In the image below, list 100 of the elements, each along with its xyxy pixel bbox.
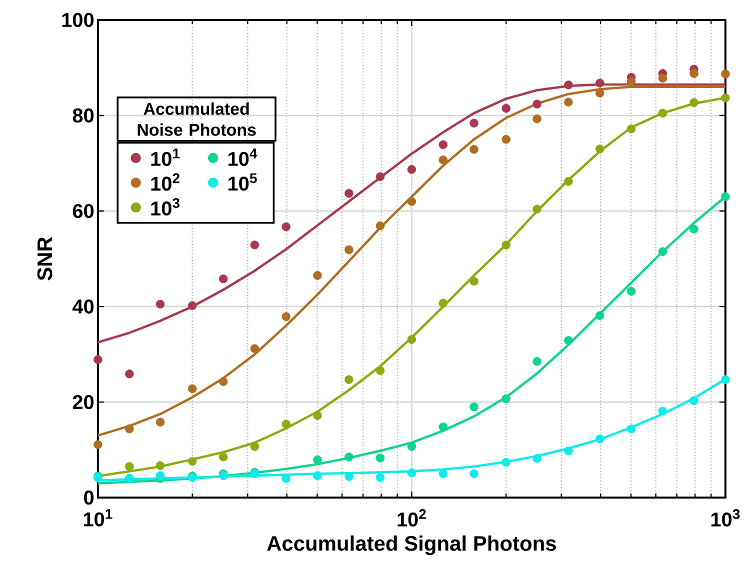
point [564, 336, 573, 346]
y-tick-label: 20 [72, 395, 94, 410]
point [376, 172, 385, 182]
point [250, 240, 260, 250]
point [564, 80, 573, 90]
point [156, 471, 165, 480]
point [94, 355, 102, 364]
point [626, 287, 636, 296]
point [564, 98, 573, 107]
x-tick-label: 10$^{3}$ [711, 509, 740, 527]
point [282, 222, 290, 232]
point [218, 452, 228, 462]
x-tick-label: 10$^{1}$ [84, 509, 112, 527]
point [564, 446, 573, 456]
point [250, 344, 260, 354]
y-tick-label: 100 [62, 13, 94, 28]
point [626, 124, 636, 134]
y-axis-title: SNR [37, 237, 52, 281]
point [595, 78, 604, 88]
point [376, 473, 385, 482]
y-tick-label: 0 [84, 490, 94, 505]
point [532, 204, 542, 214]
point [690, 98, 698, 108]
legend-label: 10$^{4}$ [228, 148, 258, 166]
legend-label: 10$^{1}$ [151, 148, 180, 166]
point [407, 165, 416, 174]
point [532, 100, 542, 109]
point [502, 135, 511, 144]
point [125, 370, 134, 379]
point [595, 144, 604, 154]
y-tick-label: 60 [72, 204, 94, 218]
point [313, 411, 322, 420]
x-tick-label: 10$^{2}$ [398, 509, 426, 527]
point [595, 434, 604, 444]
point [438, 140, 448, 150]
point [125, 462, 134, 472]
legend-title: Accumulated Noise Photons [138, 102, 256, 136]
point [407, 335, 416, 344]
point [94, 440, 102, 450]
point [344, 246, 354, 254]
point [626, 77, 636, 86]
point [721, 375, 730, 384]
point [313, 271, 322, 280]
point [438, 470, 448, 478]
point [470, 145, 478, 154]
point [658, 247, 668, 256]
point [188, 301, 197, 310]
point [595, 311, 604, 320]
point [407, 197, 416, 206]
y-tick-label: 80 [72, 108, 94, 123]
point [250, 442, 260, 452]
point [564, 177, 573, 186]
point [156, 300, 165, 309]
point [156, 418, 165, 427]
point [313, 456, 322, 464]
point [502, 104, 511, 113]
point [218, 377, 228, 386]
point [376, 222, 385, 230]
point [218, 274, 228, 284]
point [470, 118, 478, 128]
point [156, 461, 165, 470]
point [532, 114, 542, 124]
point [313, 471, 322, 480]
legend-label: 10$^{2}$ [151, 174, 180, 192]
point [721, 70, 730, 79]
point [344, 452, 354, 462]
point [376, 366, 385, 376]
legend-label: 10$^{5}$ [228, 174, 257, 191]
x-axis-title: Accumulated Signal Photons [267, 536, 556, 556]
point [282, 312, 290, 322]
point [282, 420, 290, 429]
point [721, 192, 730, 202]
point [470, 277, 478, 286]
point [125, 424, 134, 434]
y-tick-label: 40 [72, 300, 94, 314]
legend-label: 10$^{3}$ [151, 198, 180, 216]
point [438, 299, 448, 308]
point [188, 384, 197, 394]
point [502, 394, 511, 404]
point [407, 468, 416, 478]
point [690, 225, 698, 234]
point [344, 189, 354, 198]
point [532, 454, 542, 464]
point [721, 94, 730, 102]
point [188, 457, 197, 466]
point [344, 375, 354, 384]
point [502, 240, 511, 250]
point [438, 156, 448, 165]
point [658, 108, 668, 118]
point [690, 396, 698, 406]
point [470, 402, 478, 412]
point [470, 470, 478, 478]
point [658, 406, 668, 416]
point [690, 69, 698, 78]
point [502, 458, 511, 467]
point [658, 74, 668, 83]
point [532, 357, 542, 366]
point [626, 424, 636, 434]
point [407, 442, 416, 452]
point [376, 454, 385, 463]
